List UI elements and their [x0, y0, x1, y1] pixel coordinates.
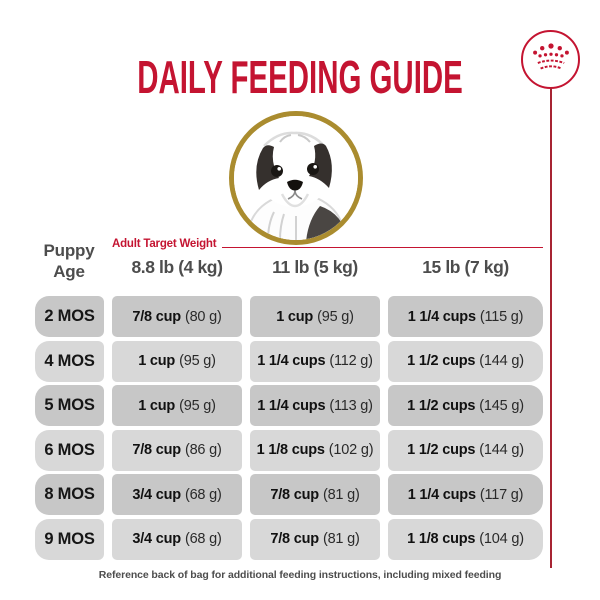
cups-amount: 1 1/8 cups — [407, 531, 476, 547]
table-row: 5 MOS 1 cup (95 g) 1 1/4 cups (113 g) 1 1/… — [35, 385, 543, 426]
grams-amount: (68 g) — [184, 531, 222, 547]
weight-col-1: 8.8 lb (4 kg) — [131, 257, 223, 277]
table-row: 4 MOS 1 cup (95 g) 1 1/4 cups (112 g) 1 1/… — [35, 340, 543, 382]
grams-amount: (144 g) — [479, 353, 524, 369]
grams-amount: (95 g) — [179, 397, 216, 414]
grams-amount: (113 g) — [329, 397, 373, 414]
feeding-amount-cell: 1 1/2 cups (144 g) — [388, 340, 543, 382]
cups-amount: 1 1/2 cups — [407, 442, 476, 458]
feeding-amount-cell: 1 1/4 cups (112 g) — [250, 340, 380, 382]
cups-amount: 1 1/4 cups — [407, 308, 476, 325]
brand-stem-line — [550, 88, 552, 568]
age-cell: 2 MOS — [35, 296, 104, 337]
grams-amount: (112 g) — [329, 353, 373, 369]
table-row: 9 MOS 3/4 cup (68 g) 7/8 cup (81 g) 1 1/8 … — [35, 518, 543, 560]
age-column-header: Puppy Age — [43, 241, 95, 281]
cups-amount: 1 1/4 cups — [407, 486, 476, 503]
red-underline — [222, 246, 543, 248]
feeding-amount-cell: 1 1/4 cups (117 g) — [388, 474, 543, 515]
grams-amount: (115 g) — [479, 308, 524, 325]
cups-amount: 1 cup — [138, 397, 176, 414]
feeding-amount-cell: 1 1/4 cups (115 g) — [388, 296, 543, 337]
weight-column-headers: 8.8 lb (4 kg) 11 lb (5 kg) 15 lb (7 kg) — [112, 257, 543, 278]
feeding-amount-cell: 1 cup (95 g) — [112, 385, 242, 426]
grams-amount: (144 g) — [479, 442, 524, 458]
feeding-amount-cell: 7/8 cup (81 g) — [250, 474, 380, 515]
feeding-amount-cell: 7/8 cup (86 g) — [112, 429, 242, 471]
feeding-amount-cell: 7/8 cup (80 g) — [112, 296, 242, 337]
feeding-amount-cell: 1 1/8 cups (104 g) — [388, 518, 543, 560]
weight-col-3: 15 lb (7 kg) — [422, 257, 509, 277]
cups-amount: 1 1/8 cups — [256, 442, 325, 458]
feeding-table-rows: 2 MOS 7/8 cup (80 g) 1 cup (95 g) 1 1/4 cu… — [35, 296, 543, 560]
cups-amount: 3/4 cup — [132, 486, 181, 503]
puppy-photo — [229, 111, 363, 245]
shih-tzu-puppy-illustration — [234, 116, 358, 240]
age-cell: 4 MOS — [35, 340, 104, 382]
cups-amount: 1 1/2 cups — [407, 397, 476, 414]
age-cell: 6 MOS — [35, 429, 104, 471]
grams-amount: (68 g) — [184, 486, 222, 503]
feeding-amount-cell: 1 1/4 cups (113 g) — [250, 385, 380, 426]
adult-target-weight-label: Adult Target Weight — [112, 238, 217, 250]
crown-dots-icon — [529, 40, 573, 79]
age-cell: 8 MOS — [35, 474, 104, 515]
grams-amount: (80 g) — [184, 308, 222, 325]
grams-amount: (104 g) — [479, 531, 524, 547]
age-cell: 9 MOS — [35, 518, 104, 560]
grams-amount: (95 g) — [179, 353, 216, 369]
feeding-amount-cell: 1 cup (95 g) — [250, 296, 380, 337]
grams-amount: (86 g) — [184, 442, 222, 458]
table-row: 8 MOS 3/4 cup (68 g) 7/8 cup (81 g) 1 1/4 … — [35, 474, 543, 515]
feeding-amount-cell: 3/4 cup (68 g) — [112, 474, 242, 515]
table-row: 2 MOS 7/8 cup (80 g) 1 cup (95 g) 1 1/4 cu… — [35, 296, 543, 337]
grams-amount: (117 g) — [479, 486, 524, 503]
age-cell: 5 MOS — [35, 385, 104, 426]
grams-amount: (81 g) — [322, 531, 360, 547]
cups-amount: 1 cup — [276, 308, 314, 325]
grams-amount: (81 g) — [322, 486, 360, 503]
feeding-amount-cell: 1 1/8 cups (102 g) — [250, 429, 380, 471]
footer-note: Reference back of bag for additional fee… — [98, 569, 502, 581]
brand-logo — [521, 30, 580, 89]
cups-amount: 7/8 cup — [270, 531, 319, 547]
grams-amount: (95 g) — [317, 308, 354, 325]
table-row: 6 MOS 7/8 cup (86 g) 1 1/8 cups (102 g) 1 … — [35, 429, 543, 471]
cups-amount: 7/8 cup — [270, 486, 319, 503]
cups-amount: 7/8 cup — [132, 308, 181, 325]
cups-amount: 1 1/4 cups — [257, 353, 326, 369]
cups-amount: 1 cup — [138, 353, 176, 369]
weight-col-2: 11 lb (5 kg) — [272, 257, 358, 277]
adult-target-weight-header: Adult Target Weight — [112, 238, 543, 250]
feeding-amount-cell: 3/4 cup (68 g) — [112, 518, 242, 560]
grams-amount: (102 g) — [328, 442, 374, 458]
cups-amount: 3/4 cup — [132, 531, 181, 547]
feeding-amount-cell: 1 cup (95 g) — [112, 340, 242, 382]
feeding-amount-cell: 1 1/2 cups (144 g) — [388, 429, 543, 471]
cups-amount: 7/8 cup — [132, 442, 181, 458]
feeding-amount-cell: 7/8 cup (81 g) — [250, 518, 380, 560]
cups-amount: 1 1/2 cups — [407, 353, 476, 369]
cups-amount: 1 1/4 cups — [257, 397, 326, 414]
grams-amount: (145 g) — [479, 397, 524, 414]
page-title: DAILY FEEDING GUIDE — [137, 51, 463, 103]
feeding-amount-cell: 1 1/2 cups (145 g) — [388, 385, 543, 426]
